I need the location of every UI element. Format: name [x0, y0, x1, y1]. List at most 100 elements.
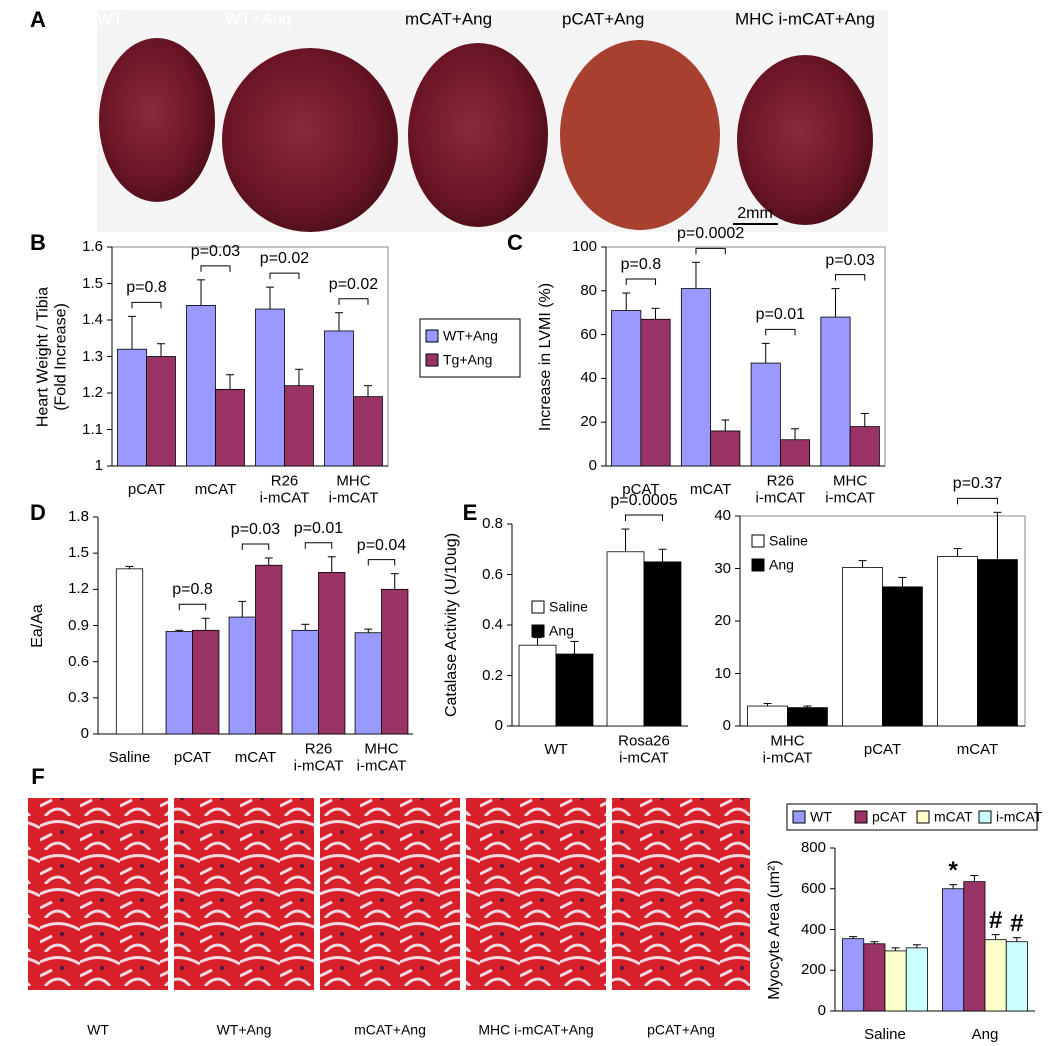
bracket: [834, 274, 866, 281]
legend-swatch: [425, 329, 439, 343]
bracket: [625, 278, 657, 285]
x-tick-label: Saline: [108, 748, 151, 766]
x-tick-label: pCAT: [173, 748, 212, 766]
x-tick-label: MHC i-mCAT: [762, 732, 813, 766]
photo-label: pCAT+Ang: [562, 9, 645, 29]
bar: [882, 586, 923, 727]
x-tick-label: mCAT: [956, 740, 999, 758]
bracket: [269, 272, 300, 280]
x-tick-label: MHC i-mCAT: [356, 740, 407, 774]
p-value: p=0.03: [190, 243, 241, 261]
p-value: p=0.04: [356, 536, 407, 554]
significance-mark: #: [1010, 909, 1024, 937]
x-tick-label: WT: [544, 740, 568, 758]
photo-label: WT: [97, 9, 124, 29]
p-value: p=0.0002: [677, 225, 745, 243]
bar: [884, 950, 907, 1012]
y-tick-label: 60: [580, 325, 597, 343]
photo-label: MHC i-mCAT+Ang: [478, 1021, 594, 1038]
y-axis-label: Increase in LVMI (%): [537, 282, 555, 431]
bar: [779, 439, 811, 467]
bar: [643, 561, 682, 727]
p-value: p=0.0005: [610, 492, 678, 510]
panel-letter: C: [507, 229, 523, 255]
y-tick-label: 1.6: [82, 237, 103, 255]
legend-swatch: [916, 810, 930, 824]
bar: [215, 388, 245, 467]
legend-swatch: [425, 353, 439, 367]
p-value: p=0.02: [328, 275, 379, 293]
x-tick-label: R26 i-mCAT: [755, 472, 806, 506]
legend-label: Saline: [769, 532, 808, 549]
panel-letter: A: [30, 6, 46, 32]
p-value: p=0.37: [952, 475, 1003, 493]
legend-label: WT+Ang: [443, 327, 498, 344]
y-tick-label: 1.2: [68, 580, 89, 598]
bar: [842, 938, 865, 1012]
bar: [228, 616, 256, 735]
y-tick-label: 0.2: [482, 666, 503, 684]
y-tick-label: 0.6: [482, 565, 503, 583]
p-value: p=0.03: [825, 251, 875, 269]
photos-f: [28, 798, 750, 990]
bar: [606, 551, 645, 727]
x-tick-label: Ang: [971, 1025, 999, 1043]
bar: [849, 426, 880, 467]
legend-label: Ang: [549, 622, 574, 639]
bar: [117, 348, 147, 467]
bar: [381, 588, 409, 735]
p-value: p=0.01: [755, 306, 806, 324]
bar: [942, 888, 965, 1012]
legend-swatch: [531, 600, 545, 614]
legend-label: mCAT: [934, 808, 973, 825]
panel-letter: B: [30, 229, 46, 255]
legend-label: Ang: [769, 556, 794, 573]
bracket: [200, 265, 231, 272]
bar: [820, 316, 851, 467]
significance-mark: *: [948, 856, 958, 884]
legend-label: WT: [810, 808, 832, 825]
y-tick-label: 40: [714, 506, 731, 524]
y-tick-label: 1.5: [68, 543, 89, 561]
x-tick-label: Rosa26 i-mCAT: [618, 732, 670, 766]
p-value: p=0.8: [172, 581, 213, 599]
bar: [518, 644, 557, 727]
y-tick-label: 400: [800, 920, 826, 938]
bar: [318, 572, 346, 735]
legend-label: Tg+Ang: [443, 351, 493, 368]
bar: [747, 705, 788, 727]
photo-label: WT+Ang: [225, 9, 292, 29]
bar: [255, 308, 285, 467]
x-tick-label: mCAT: [689, 480, 732, 498]
bar: [905, 947, 928, 1012]
bar: [284, 385, 314, 467]
y-tick-label: 1.5: [82, 274, 103, 292]
y-tick-label: 800: [800, 838, 826, 856]
bar: [977, 559, 1018, 727]
bracket: [241, 543, 270, 550]
x-tick-label: pCAT: [127, 480, 166, 498]
y-tick-label: 0.4: [482, 615, 503, 633]
y-tick-label: 1.1: [82, 420, 103, 438]
bar: [291, 629, 319, 735]
bar: [115, 568, 144, 735]
x-tick-label: pCAT: [863, 740, 902, 758]
y-tick-label: 0.9: [68, 616, 89, 634]
bar: [937, 556, 978, 727]
y-axis-label: Myocyte Area (um²): [766, 859, 784, 1000]
bracket: [625, 514, 663, 522]
bar: [750, 362, 781, 467]
bracket: [367, 559, 396, 566]
legend-box: [786, 803, 1038, 831]
panel-letter: F: [31, 763, 45, 789]
x-tick-label: mCAT: [234, 748, 277, 766]
p-value: p=0.01: [293, 519, 344, 537]
y-tick-label: 100: [571, 237, 597, 255]
bar: [963, 881, 986, 1012]
bar: [146, 356, 176, 467]
p-value: p=0.8: [620, 256, 662, 274]
bar: [186, 304, 216, 467]
y-axis-label: Ea/Aa: [29, 603, 47, 648]
bar: [255, 564, 283, 735]
legend-swatch: [978, 810, 992, 824]
